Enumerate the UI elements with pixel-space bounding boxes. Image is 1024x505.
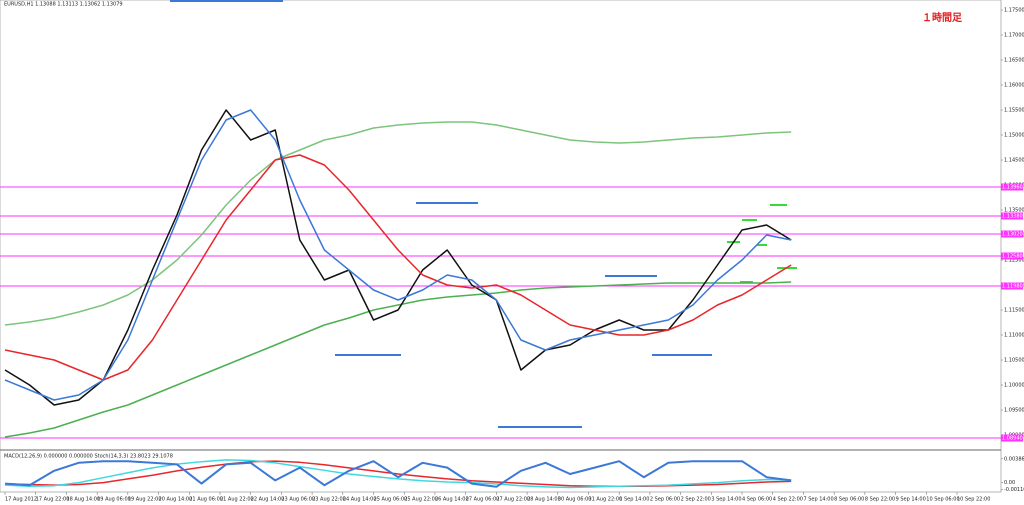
x-tick-label: 28 Aug 14:00 [527,497,561,503]
x-tick-label: 21 Aug 22:00 [220,497,254,503]
y-tick-label: 1.13500 [1004,208,1024,214]
series-line [4,459,792,489]
x-tick-label: 18 Aug 14:00 [66,497,100,503]
y-tick-label: 0.00 [1004,480,1015,486]
x-tick-label: 19 Aug 22:00 [128,497,162,503]
x-tick-label: 7 Sep 14:00 [803,497,833,503]
x-tick-label: 17 Aug 22:00 [36,497,70,503]
x-tick-label: 3 Sep 14:00 [711,497,741,503]
level-tag [1001,183,1023,191]
x-tick-label: 8 Sep 22:00 [865,497,895,503]
x-tick-label: 23 Aug 22:00 [312,497,346,503]
x-tick-label: 30 Aug 06:00 [558,497,592,503]
y-tick-label: 1.15000 [1004,133,1024,139]
y-tick-label: 1.16500 [1004,58,1024,64]
indicator-title: MACD(12,26,9) 0.000000 0.000000 Stoch(14… [4,454,173,460]
x-tick-label: 4 Sep 22:00 [773,497,803,503]
series-line [4,154,792,381]
x-tick-label: 27 Aug 22:00 [496,497,530,503]
level-tag [1001,230,1023,238]
x-tick-label: 24 Aug 14:00 [343,497,377,503]
level-label: 1.13960 [1002,185,1023,191]
level-label: 1.12580 [1002,254,1023,260]
x-tick-label: 26 Aug 14:00 [435,497,469,503]
level-label: 1.13020 [1002,232,1023,238]
x-tick-label: 10 Sep 22:00 [957,497,990,503]
y-tick-label: 1.17500 [1004,8,1024,14]
y-tick-label: -0.001105 [1004,487,1024,493]
y-tick-label: 1.15500 [1004,108,1024,114]
series-line [4,460,792,488]
y-tick-label: 1.11000 [1004,333,1024,339]
level-tag [1001,282,1023,290]
x-tick-label: 25 Aug 06:00 [374,497,408,503]
series-line [4,121,792,326]
x-tick-label: 23 Aug 06:00 [281,497,315,503]
x-tick-label: 17 Aug 2012 [5,497,37,503]
y-tick-label: 1.17000 [1004,33,1024,39]
x-tick-label: 25 Aug 22:00 [404,497,438,503]
x-tick-label: 19 Aug 06:00 [97,497,131,503]
x-tick-label: 31 Aug 22:00 [588,497,622,503]
x-tick-label: 20 Aug 14:00 [159,497,193,503]
x-tick-label: 2 Sep 06:00 [650,497,680,503]
level-tag [1001,252,1023,260]
y-tick-label: 1.12500 [1004,258,1024,264]
x-tick-label: 21 Aug 06:00 [189,497,223,503]
level-tag [1001,434,1023,442]
y-tick-label: 1.16000 [1004,83,1024,89]
x-tick-label: 4 Sep 06:00 [742,497,772,503]
plot-frame [0,0,1002,493]
series-line [4,109,792,401]
level-tag [1001,212,1023,220]
level-label: 1.13380 [1002,214,1023,220]
y-tick-label: 1.11500 [1004,308,1024,314]
x-tick-label: 9 Sep 14:00 [896,497,926,503]
annotation: １時間足 [922,11,963,24]
y-tick-label: 1.09500 [1004,408,1024,414]
y-tick-label: 1.14500 [1004,158,1024,164]
level-label: 1.11980 [1002,284,1023,290]
level-label: 1.08940 [1002,436,1023,442]
y-tick-label: 0.003865 [1004,456,1024,462]
x-tick-label: 22 Aug 14:00 [251,497,285,503]
x-tick-label: 10 Sep 06:00 [926,497,959,503]
x-tick-label: 1 Sep 14:00 [619,497,649,503]
series-line [4,281,792,438]
x-tick-label: 2 Sep 22:00 [681,497,711,503]
y-tick-label: 1.10000 [1004,383,1024,389]
y-tick-label: 1.10500 [1004,358,1024,364]
x-tick-label: 27 Aug 06:00 [466,497,500,503]
series-line [4,109,792,406]
x-tick-label: 8 Sep 06:00 [834,497,864,503]
chart-title: EURUSD,H1 1.13088 1.13113 1.13062 1.1307… [4,2,123,8]
